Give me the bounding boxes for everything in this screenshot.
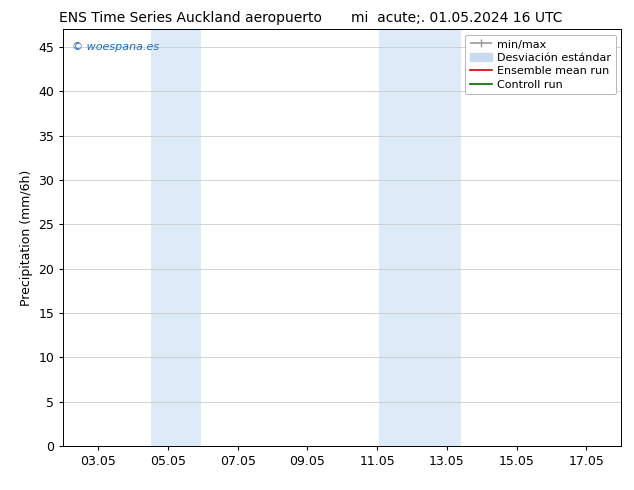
Bar — [414, 29, 461, 446]
Legend: min/max, Desviación estándar, Ensemble mean run, Controll run: min/max, Desviación estándar, Ensemble m… — [465, 35, 616, 94]
Bar — [379, 29, 414, 446]
Text: mi  acute;. 01.05.2024 16 UTC: mi acute;. 01.05.2024 16 UTC — [351, 11, 562, 25]
Y-axis label: Precipitation (mm/6h): Precipitation (mm/6h) — [20, 170, 33, 306]
Bar — [150, 29, 201, 446]
Text: ENS Time Series Auckland aeropuerto: ENS Time Series Auckland aeropuerto — [59, 11, 321, 25]
Text: © woespana.es: © woespana.es — [72, 42, 159, 52]
